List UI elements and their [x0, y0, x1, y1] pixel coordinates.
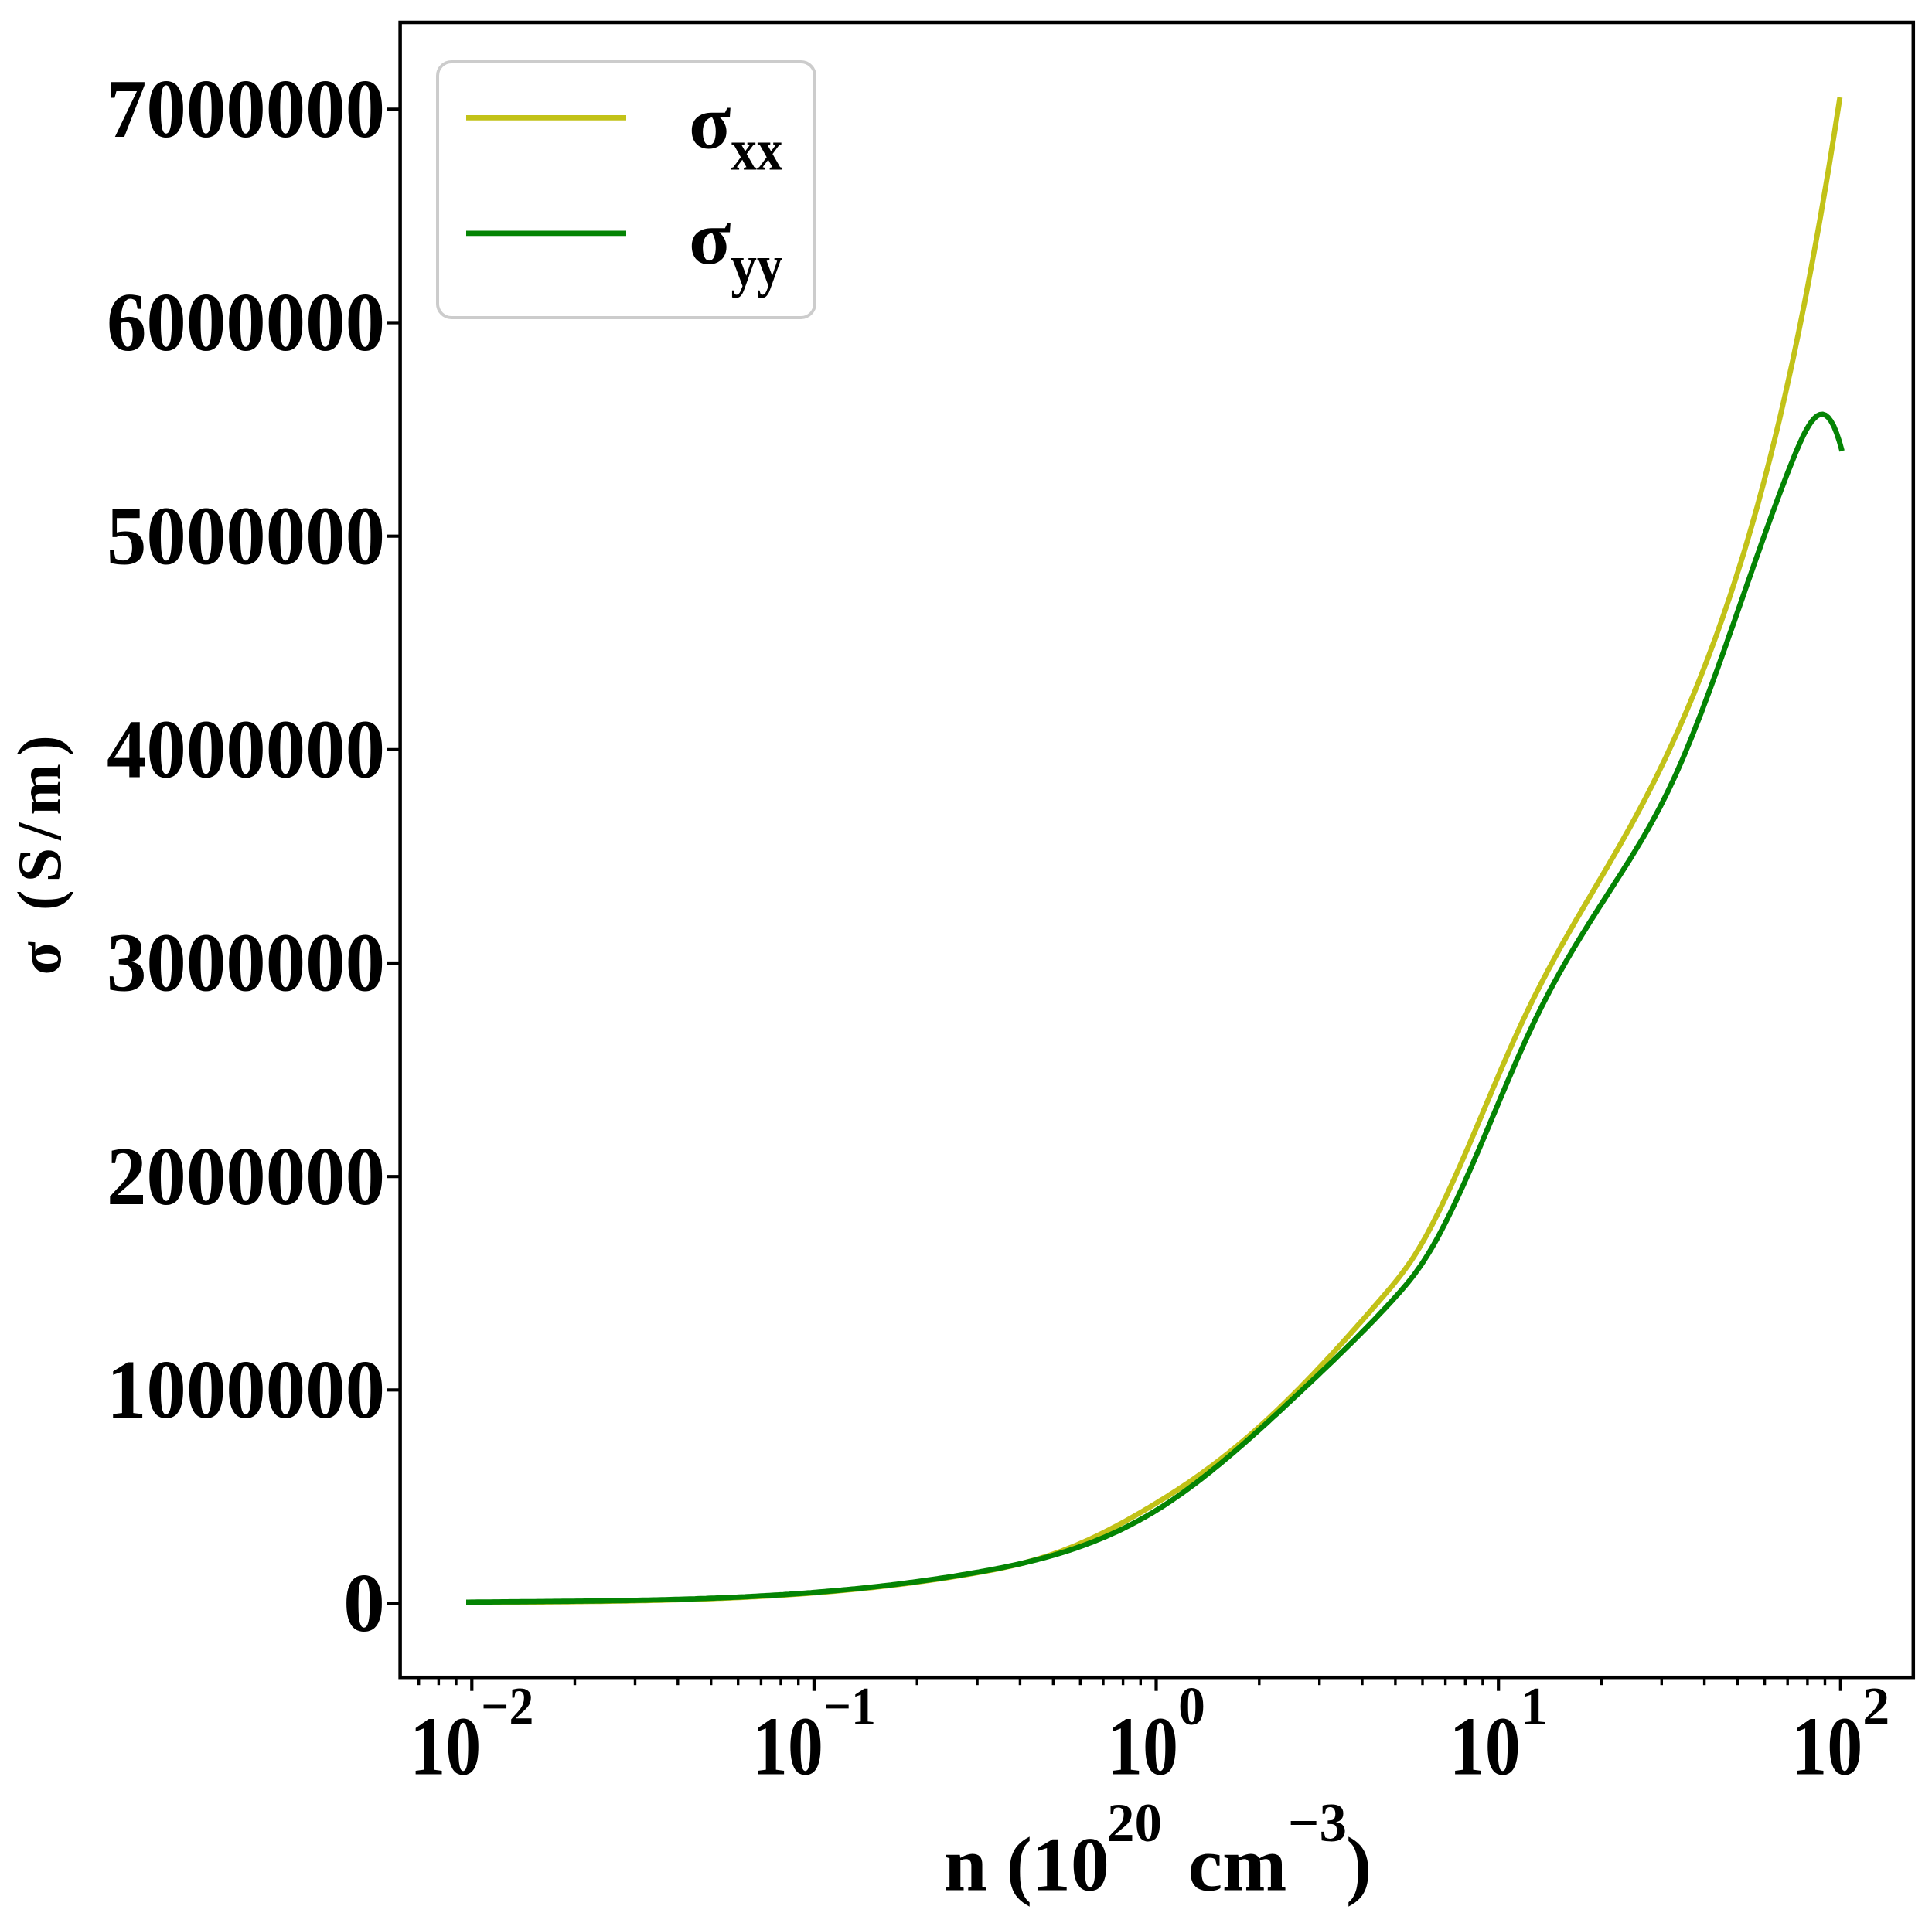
svg-text:): ) — [1346, 1822, 1371, 1908]
svg-text:10: 10 — [1791, 1701, 1862, 1793]
svg-text:7000000: 7000000 — [107, 63, 385, 155]
svg-text:−1: −1 — [823, 1677, 876, 1737]
svg-text:1: 1 — [1521, 1677, 1548, 1737]
svg-text:10: 10 — [1450, 1701, 1521, 1793]
svg-text:cm: cm — [1188, 1822, 1287, 1908]
svg-text:2: 2 — [1862, 1677, 1889, 1737]
svg-text:σ: σ — [689, 195, 731, 281]
svg-text:1000000: 1000000 — [107, 1344, 385, 1436]
svg-text:n (10: n (10 — [944, 1822, 1109, 1908]
svg-text:σ: σ — [689, 79, 731, 165]
svg-text:4000000: 4000000 — [107, 704, 385, 796]
svg-text:10: 10 — [752, 1701, 823, 1793]
svg-text:σ (S/m): σ (S/m) — [6, 727, 74, 975]
svg-text:2000000: 2000000 — [107, 1131, 385, 1223]
svg-text:10: 10 — [410, 1701, 481, 1793]
svg-text:xx: xx — [731, 117, 782, 182]
svg-text:20: 20 — [1107, 1793, 1162, 1853]
svg-text:0: 0 — [343, 1557, 385, 1649]
svg-text:−3: −3 — [1288, 1793, 1347, 1853]
svg-text:5000000: 5000000 — [107, 490, 385, 582]
svg-text:−2: −2 — [481, 1677, 533, 1737]
svg-text:yy: yy — [731, 233, 782, 298]
svg-text:6000000: 6000000 — [107, 277, 385, 369]
svg-text:10: 10 — [1107, 1701, 1178, 1793]
svg-text:3000000: 3000000 — [107, 917, 385, 1009]
svg-text:0: 0 — [1178, 1677, 1205, 1737]
